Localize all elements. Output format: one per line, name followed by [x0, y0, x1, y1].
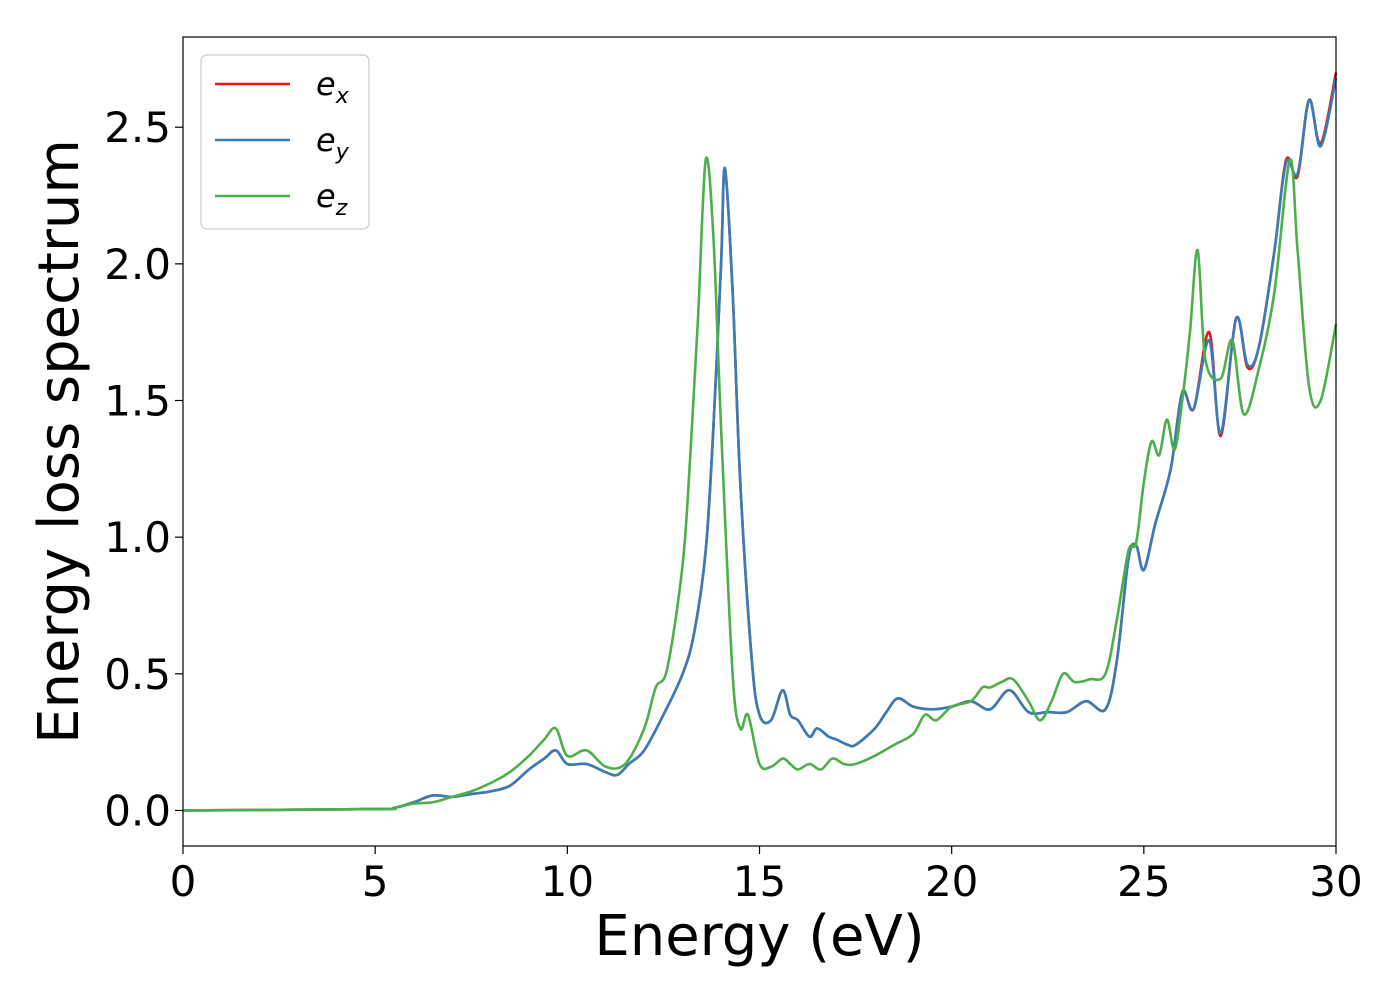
x-tick-label: 5 [362, 857, 389, 906]
x-axis-ticks: 0 5 10 15 20 25 30 [170, 846, 1363, 906]
x-tick-label: 0 [170, 857, 197, 906]
legend: ex ey ez [200, 54, 370, 230]
legend-label-x: ex [316, 65, 350, 109]
x-axis-label: Energy (eV) [594, 904, 924, 969]
series-line-y [182, 77, 1338, 812]
x-tick-label: 20 [925, 857, 978, 906]
legend-label-y: ey [316, 121, 350, 165]
legend-label-z: ez [316, 177, 348, 221]
y-tick-label: 2.5 [104, 103, 171, 152]
x-tick-label: 30 [1309, 857, 1362, 906]
y-tick-label: 0.0 [104, 786, 171, 835]
x-tick-label: 10 [541, 857, 594, 906]
legend-box [200, 54, 370, 230]
y-tick-label: 1.0 [104, 513, 171, 562]
series-line-z [182, 156, 1338, 812]
y-tick-label: 1.5 [104, 377, 171, 426]
y-tick-label: 2.0 [104, 240, 171, 289]
series-layer [182, 72, 1338, 812]
x-tick-label: 25 [1117, 857, 1170, 906]
y-tick-label: 0.5 [104, 650, 171, 699]
y-axis-label: Energy loss spectrum [27, 139, 92, 744]
x-tick-label: 15 [733, 857, 786, 906]
y-axis-ticks: 0.0 0.5 1.0 1.5 2.0 2.5 [104, 103, 183, 835]
